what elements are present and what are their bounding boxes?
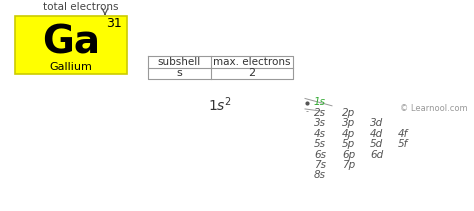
Bar xyxy=(15,16,127,74)
Text: 4s: 4s xyxy=(314,128,326,139)
Text: Gallium: Gallium xyxy=(50,62,92,72)
Text: 2: 2 xyxy=(248,68,255,78)
Text: total electrons: total electrons xyxy=(43,2,119,12)
Text: 2p: 2p xyxy=(342,108,355,118)
Text: © Learnool.com: © Learnool.com xyxy=(401,104,468,113)
Text: 3d: 3d xyxy=(370,118,383,128)
Text: 6p: 6p xyxy=(342,150,355,160)
Text: 4f: 4f xyxy=(398,128,408,139)
Text: 5d: 5d xyxy=(370,139,383,149)
Text: 5f: 5f xyxy=(398,139,408,149)
Text: 2s: 2s xyxy=(314,108,326,118)
Text: 6s: 6s xyxy=(314,150,326,160)
Text: 7p: 7p xyxy=(342,160,355,170)
Text: 7s: 7s xyxy=(314,160,326,170)
Text: max. electrons: max. electrons xyxy=(213,57,291,67)
Text: 6d: 6d xyxy=(370,150,383,160)
Text: subshell: subshell xyxy=(158,57,201,67)
Text: 4d: 4d xyxy=(370,128,383,139)
Text: Ga: Ga xyxy=(42,24,100,62)
Text: 5s: 5s xyxy=(314,139,326,149)
Text: 1s: 1s xyxy=(314,97,326,107)
Text: 3p: 3p xyxy=(342,118,355,128)
Text: 5p: 5p xyxy=(342,139,355,149)
Text: $1s^{2}$: $1s^{2}$ xyxy=(208,95,232,114)
Text: 31: 31 xyxy=(106,16,122,30)
Text: s: s xyxy=(177,68,182,78)
Text: 8s: 8s xyxy=(314,170,326,180)
Text: 3s: 3s xyxy=(314,118,326,128)
Text: 4p: 4p xyxy=(342,128,355,139)
